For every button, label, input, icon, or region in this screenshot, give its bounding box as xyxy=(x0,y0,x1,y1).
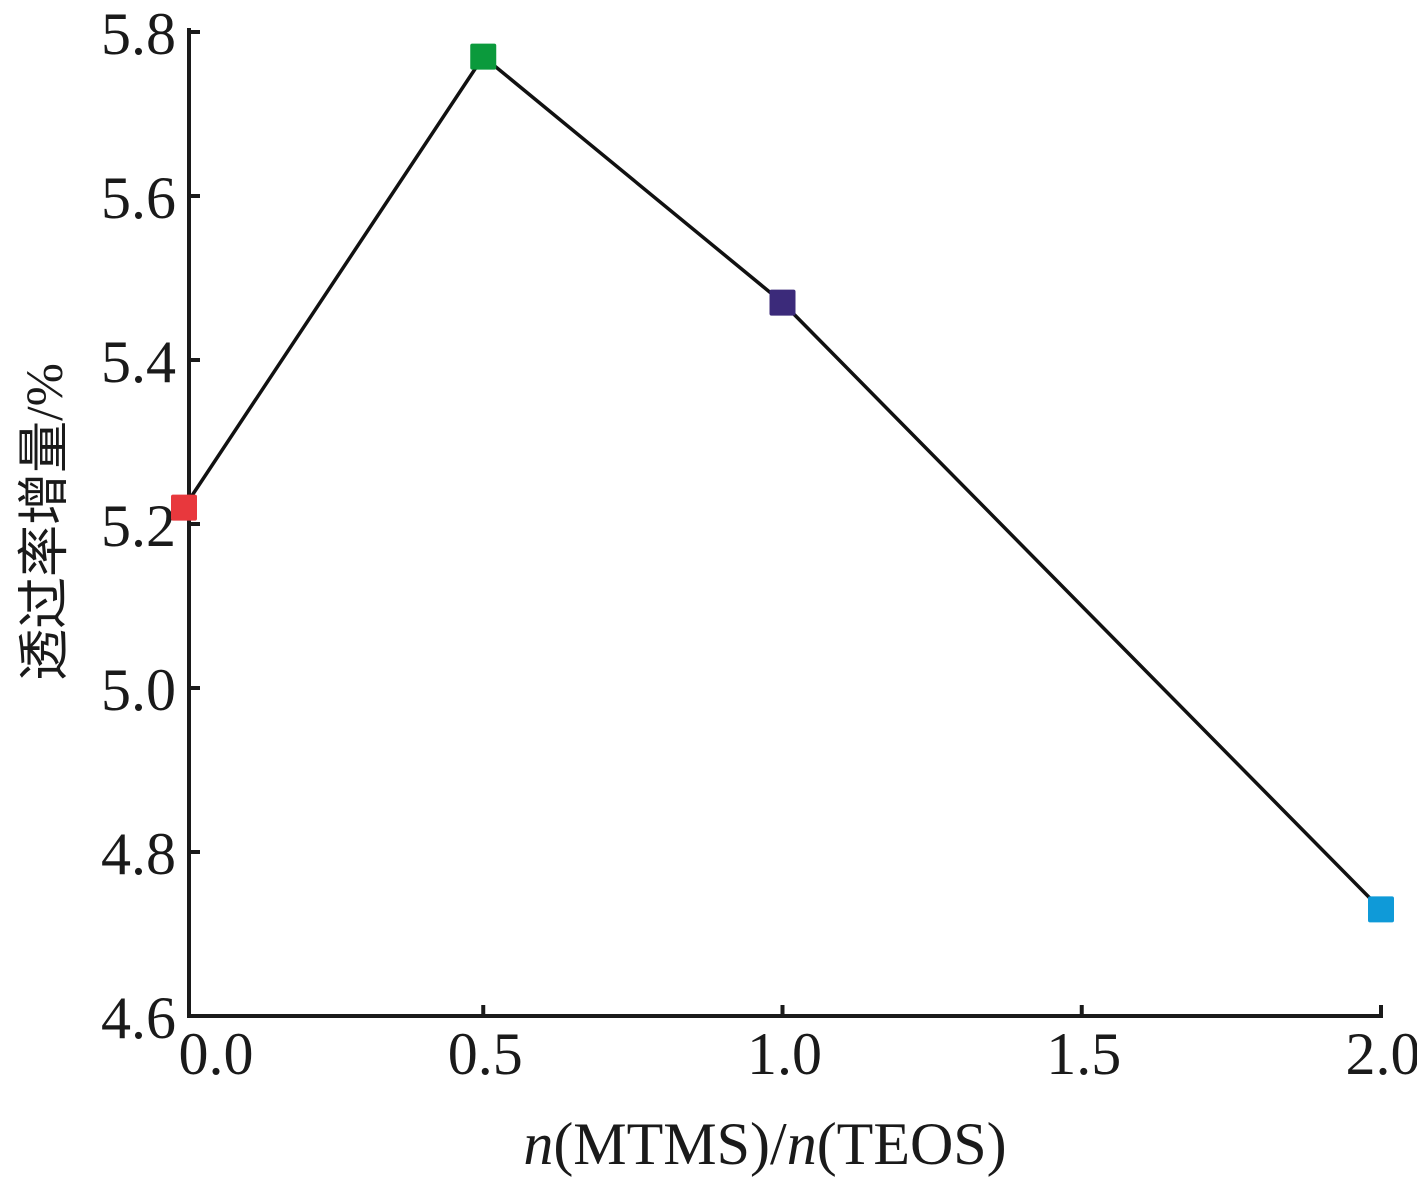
x-axis-label-italic-1: n xyxy=(523,1111,553,1177)
x-tick-label: 1.5 xyxy=(1046,1021,1121,1087)
data-point-marker xyxy=(171,495,197,521)
x-tick-label: 0.5 xyxy=(448,1021,523,1087)
y-tick-label: 5.2 xyxy=(101,493,176,559)
x-axis-label: n(MTMS)/n(TEOS) xyxy=(523,1111,1006,1177)
axes: 4.6 4.8 5.0 5.2 5.4 5.6 5.8 0.0 0.5 1.0 1.5 2.0 xyxy=(101,1,1417,1087)
x-axis-label-part-2: (TEOS) xyxy=(817,1111,1007,1177)
y-tick-label: 5.4 xyxy=(101,329,176,395)
y-tick-label: 4.6 xyxy=(101,985,176,1051)
series-line xyxy=(184,57,1381,910)
x-tick-label: 0.0 xyxy=(179,1021,254,1087)
markers-group xyxy=(171,44,1394,923)
y-axis-label: 透过率增量/% xyxy=(17,363,74,681)
series-line-group xyxy=(184,57,1381,910)
y-tick-label: 4.8 xyxy=(101,821,176,887)
x-axis-label-italic-2: n xyxy=(787,1111,817,1177)
data-point-marker xyxy=(770,290,796,316)
y-tick-label: 5.0 xyxy=(101,657,176,723)
data-point-marker xyxy=(470,44,496,70)
data-point-marker xyxy=(1368,896,1394,922)
y-tick-label: 5.8 xyxy=(101,1,176,67)
x-tick-label: 2.0 xyxy=(1346,1021,1417,1087)
x-tick-label: 1.0 xyxy=(747,1021,822,1087)
x-axis-label-part-1: (MTMS)/ xyxy=(553,1111,787,1177)
y-tick-label: 5.6 xyxy=(101,165,176,231)
